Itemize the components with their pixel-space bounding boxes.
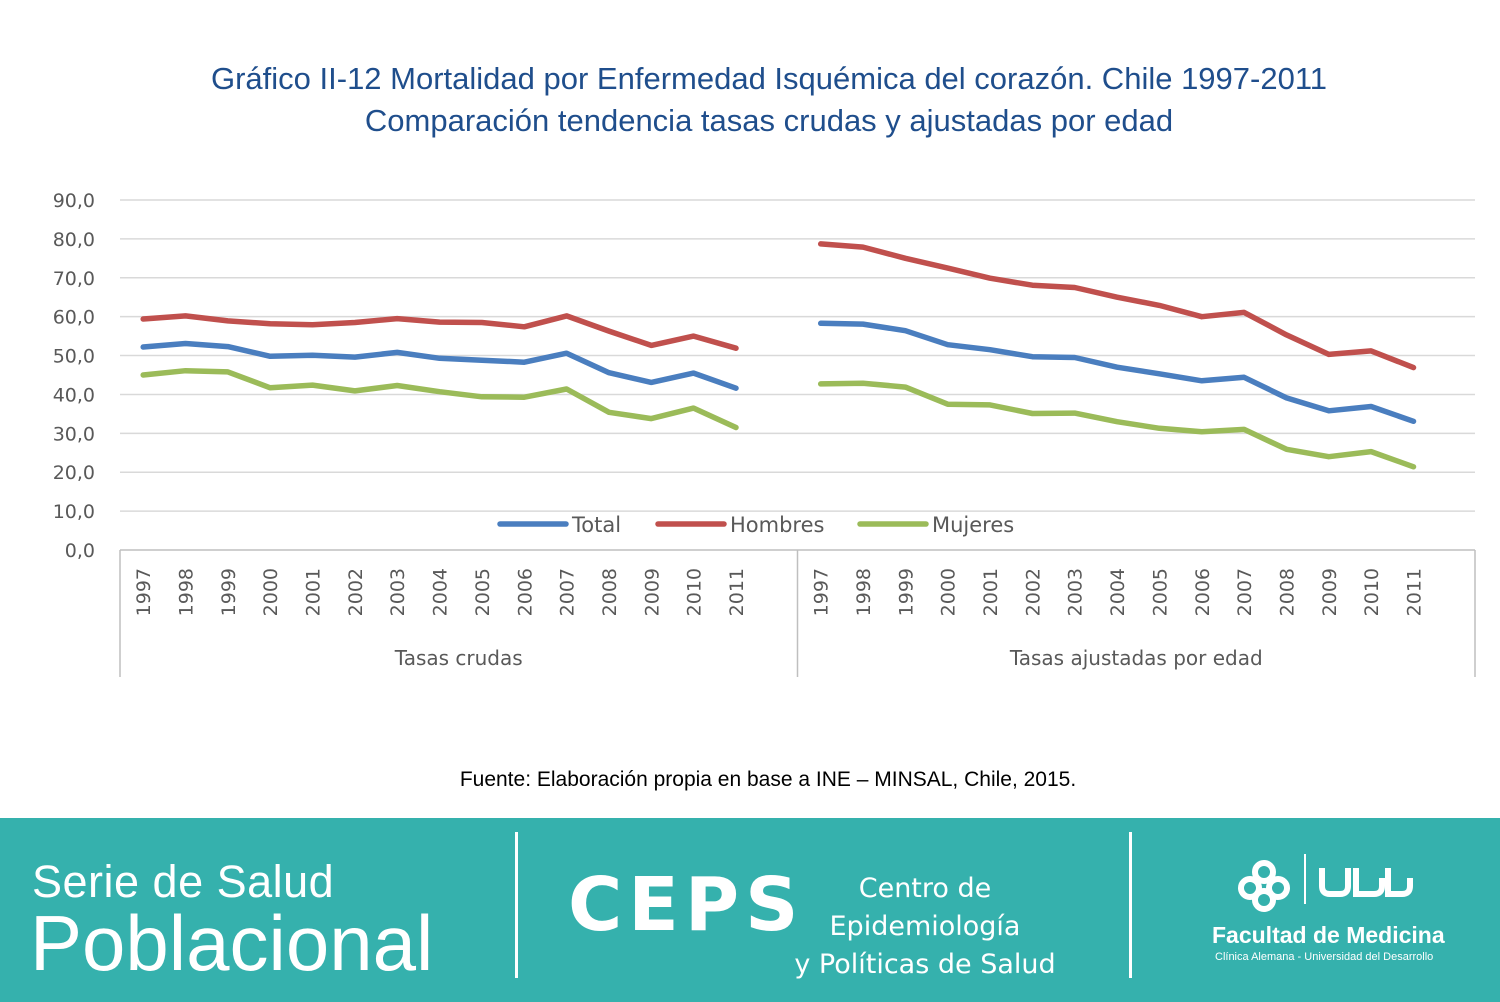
x-tick-label: 1997: [133, 568, 155, 616]
ceps-name-line2: y Políticas de Salud: [794, 949, 1056, 980]
chart-title: Gráfico II-12 Mortalidad por Enfermedad …: [0, 58, 1500, 142]
x-tick-label: 1998: [853, 568, 875, 616]
x-tick-label: 2011: [1403, 568, 1425, 616]
x-tick-label: 1998: [176, 568, 198, 616]
x-tick-label: 2007: [1234, 568, 1256, 616]
x-tick-label: 2005: [1149, 568, 1171, 616]
serie-title-line2: Poblacional: [30, 899, 434, 987]
x-tick-label: 2008: [1276, 568, 1298, 616]
x-tick-label: 2009: [641, 568, 663, 616]
legend-label-hombres: Hombres: [730, 513, 824, 537]
x-tick-label: 2004: [430, 568, 452, 616]
x-tick-label: 2003: [1065, 568, 1087, 616]
series-line-mujeres: [140, 367, 739, 431]
x-tick-label: 2008: [599, 568, 621, 616]
x-tick-label: 2001: [303, 568, 325, 616]
legend-label-total: Total: [571, 513, 621, 537]
x-tick-label: 1997: [811, 568, 833, 616]
y-tick-label: 70,0: [53, 268, 95, 290]
source-note: Fuente: Elaboración propia en base a INE…: [459, 768, 1077, 791]
y-tick-label: 60,0: [53, 307, 95, 329]
ceps-name-line1: Centro de Epidemiología: [829, 873, 1021, 942]
y-tick-label: 20,0: [53, 462, 95, 484]
footer-divider: [515, 832, 518, 978]
x-tick-label: 1999: [218, 568, 240, 616]
legend-label-mujeres: Mujeres: [932, 513, 1014, 537]
x-tick-label: 2011: [726, 568, 748, 616]
series-line-hombres: [140, 313, 739, 351]
x-tick-label: 2002: [345, 568, 367, 616]
x-tick-label: 2002: [1022, 568, 1044, 616]
x-tick-label: 2004: [1107, 568, 1129, 616]
x-tick-label: 2010: [684, 568, 706, 616]
y-tick-label: 0,0: [65, 540, 95, 562]
series-line-total: [140, 340, 739, 391]
udd-logo-separator: [1304, 854, 1306, 904]
y-tick-label: 80,0: [53, 229, 95, 251]
chart-title-line1: Gráfico II-12 Mortalidad por Enfermedad …: [210, 61, 1328, 96]
facultad-subtitle: Clínica Alemana - Universidad del Desarr…: [1215, 951, 1434, 963]
y-tick-label: 50,0: [53, 346, 95, 368]
group-label: Tasas ajustadas por edad: [1009, 646, 1263, 670]
x-tick-label: 1999: [895, 568, 917, 616]
udd-logo: [1238, 854, 1413, 912]
y-tick-label: 30,0: [53, 423, 95, 445]
y-tick-label: 90,0: [53, 190, 95, 212]
series-line-hombres: [817, 241, 1417, 371]
x-tick-label: 2003: [387, 568, 409, 616]
ceps-logo: CEPS: [568, 862, 805, 948]
x-tick-label: 2001: [980, 568, 1002, 616]
footer-banner: Serie de Salud Poblacional CEPS Centro d…: [0, 818, 1500, 1002]
udd-emblem-icon: [1238, 860, 1290, 912]
footer-divider: [1129, 832, 1132, 978]
udd-wordmark-icon: [1319, 868, 1413, 897]
x-tick-label: 2010: [1361, 568, 1383, 616]
serie-title-line1: Serie de Salud: [32, 856, 335, 907]
ceps-name: Centro de Epidemiología y Políticas de S…: [780, 870, 1070, 984]
x-tick-label: 2000: [260, 568, 282, 616]
series-line-mujeres: [817, 380, 1417, 470]
chart-title-line2: Comparación tendencia tasas crudas y aju…: [364, 103, 1174, 138]
y-tick-label: 40,0: [53, 384, 95, 406]
x-tick-label: 2000: [938, 568, 960, 616]
series-line-total: [817, 320, 1417, 425]
x-tick-label: 2006: [1192, 568, 1214, 616]
group-label: Tasas crudas: [394, 646, 523, 670]
x-tick-label: 2007: [557, 568, 579, 616]
x-tick-label: 2006: [514, 568, 536, 616]
x-tick-label: 2005: [472, 568, 494, 616]
x-tick-label: 2009: [1319, 568, 1341, 616]
facultad-name: Facultad de Medicina: [1212, 922, 1445, 948]
y-tick-label: 10,0: [53, 501, 95, 523]
line-chart: 0,0 10,0 20,0 30,0 40,0 50,0 60,0 70,0 80,0 90,0 1…: [53, 190, 1476, 677]
